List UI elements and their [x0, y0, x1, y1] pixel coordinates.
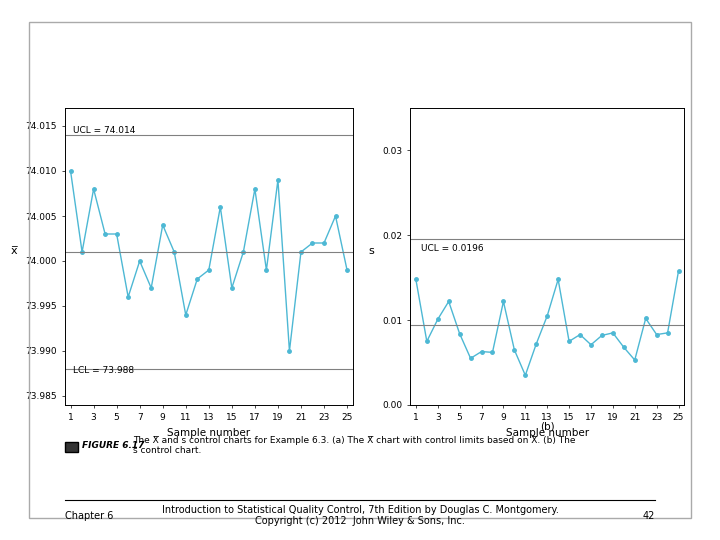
X-axis label: Sample number: Sample number: [505, 428, 589, 438]
Y-axis label: x̅: x̅: [10, 246, 17, 256]
Text: Chapter 6: Chapter 6: [65, 511, 113, 521]
Text: LCL = 73.988: LCL = 73.988: [73, 366, 134, 375]
Y-axis label: s: s: [368, 246, 374, 256]
Text: (b): (b): [540, 421, 554, 431]
Text: The X̅ and s control charts for Example 6.3. (a) The X̅ chart with control limit: The X̅ and s control charts for Example …: [133, 436, 576, 455]
Text: UCL = 0.0196: UCL = 0.0196: [421, 245, 484, 253]
Text: UCL = 74.014: UCL = 74.014: [73, 126, 135, 135]
Text: Introduction to Statistical Quality Control, 7th Edition by Douglas C. Montgomer: Introduction to Statistical Quality Cont…: [161, 505, 559, 526]
Text: 42: 42: [643, 511, 655, 521]
Text: FIGURE 6.17: FIGURE 6.17: [82, 441, 145, 450]
X-axis label: Sample number: Sample number: [167, 428, 251, 438]
